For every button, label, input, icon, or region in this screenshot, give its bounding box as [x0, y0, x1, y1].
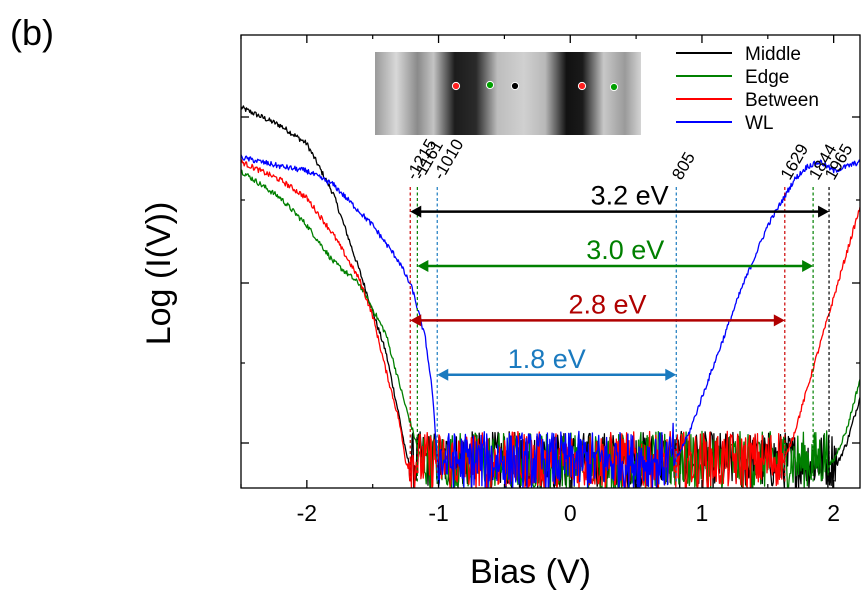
inset-stm-image — [375, 52, 641, 135]
x-tick-label: -1 — [428, 500, 448, 526]
gap-label-2-8-ev: 2.8 eV — [568, 289, 646, 319]
legend-label-between: Between — [745, 90, 819, 111]
x-tick-label: 2 — [827, 500, 840, 526]
inset-marker — [577, 81, 587, 91]
gap-arrow-1-8-ev — [437, 368, 677, 381]
legend-label-wl: WL — [745, 113, 774, 134]
gap-label-3-2-ev: 3.2 eV — [591, 181, 669, 211]
x-tick-label: -2 — [297, 500, 317, 526]
inset-marker — [609, 82, 619, 92]
series-line-between — [241, 159, 860, 488]
x-tick-label: 1 — [696, 500, 709, 526]
x-axis-label: Bias (V) — [470, 553, 591, 591]
series-line-middle — [241, 105, 860, 488]
inset-marker — [510, 81, 520, 91]
plot-frame — [240, 34, 861, 489]
legend-label-edge: Edge — [745, 67, 789, 88]
gap-arrow-3-0-ev — [417, 260, 814, 273]
panel-label: (b) — [10, 12, 54, 53]
inset-marker — [485, 80, 495, 90]
inset-marker — [451, 81, 461, 91]
x-tick-label: 0 — [564, 500, 577, 526]
gap-label-1-8-ev: 1.8 eV — [508, 344, 586, 374]
gap-arrow-2-8-ev — [410, 314, 785, 327]
onset-label-1629: 1629 — [777, 141, 812, 183]
y-axis-label: Log (I(V)) — [140, 202, 178, 346]
series-line-wl — [241, 154, 860, 488]
gap-arrow-3-2-ev — [410, 205, 830, 218]
legend-label-middle: Middle — [745, 44, 801, 65]
gap-label-3-0-ev: 3.0 eV — [586, 235, 664, 265]
onset-label-805: 805 — [668, 149, 699, 183]
